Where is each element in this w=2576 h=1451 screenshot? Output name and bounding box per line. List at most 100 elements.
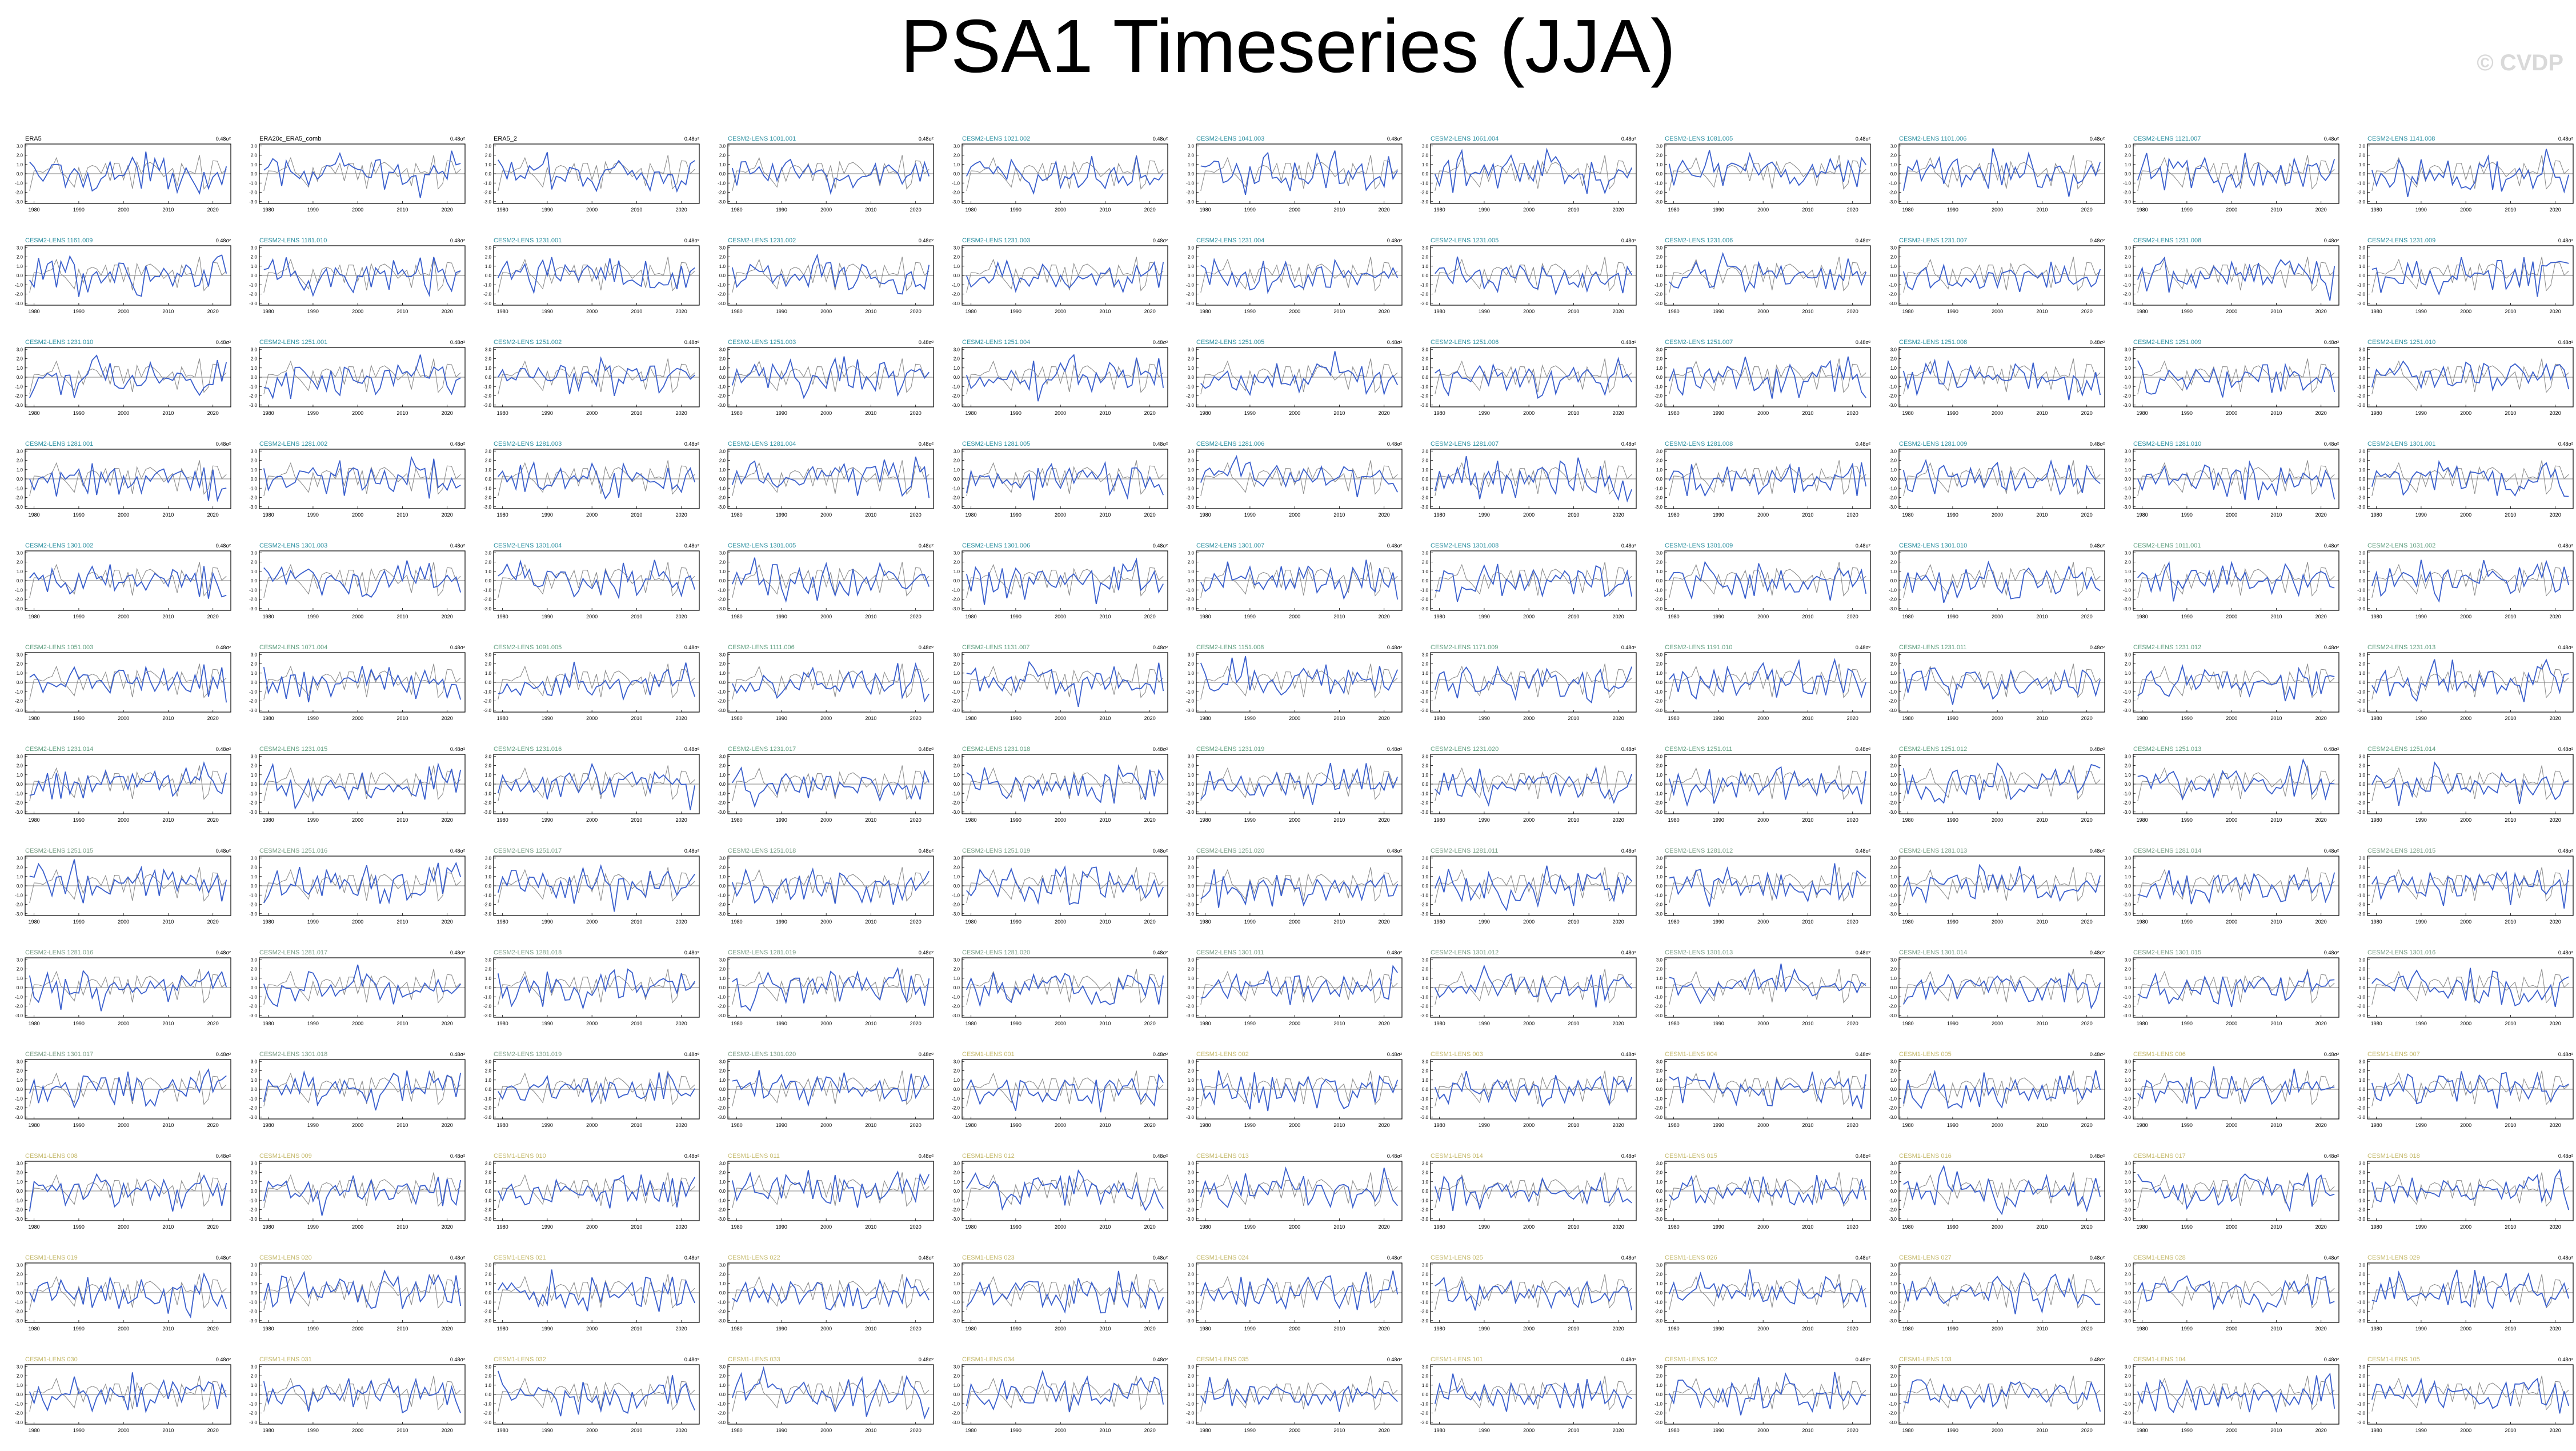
x-tick-label: 2020 (1847, 1021, 1858, 1026)
y-tick-label: -1.0 (249, 1198, 257, 1203)
units-label: 0.48σ² (450, 645, 465, 650)
x-tick-label: 2000 (2460, 1428, 2471, 1433)
x-tick-label: 2020 (2550, 207, 2561, 213)
panel: CESM2-LENS 1231.013 0.48σ²3.02.01.00.0-1.… (2357, 644, 2574, 721)
y-tick-label: 3.0 (719, 957, 726, 962)
x-tick-label: 1990 (2415, 919, 2427, 925)
y-tick-label: -1.0 (2123, 791, 2131, 796)
x-tick-label: 1980 (29, 512, 40, 518)
panel: CESM2-LENS 1281.004 0.48σ²3.02.01.00.0-1.… (718, 441, 934, 518)
y-tick-label: 0.0 (1422, 680, 1429, 685)
reference-series-line (732, 1376, 930, 1412)
y-tick-label: 0.0 (1890, 477, 1897, 482)
x-tick-label: 1990 (307, 715, 319, 721)
y-tick-label: 0.0 (2125, 578, 2132, 583)
x-tick-label: 2010 (865, 715, 876, 721)
x-tick-label: 2010 (396, 919, 408, 925)
x-tick-label: 2000 (1289, 1326, 1300, 1332)
y-tick-label: -2.0 (1654, 1004, 1662, 1009)
y-tick-label: -3.0 (2123, 1115, 2131, 1120)
y-tick-label: -1.0 (2357, 791, 2365, 796)
panel-label: CESM2-LENS 1301.002 (25, 542, 93, 549)
units-label: 0.48σ² (450, 1052, 465, 1057)
y-tick-label: 2.0 (2359, 1374, 2366, 1379)
y-tick-label: 2.0 (1188, 1069, 1195, 1074)
y-tick-label: 2.0 (251, 764, 258, 769)
member-series-line (2371, 459, 2569, 497)
y-tick-label: 2.0 (1422, 764, 1429, 769)
y-tick-label: 3.0 (2359, 143, 2366, 149)
y-tick-label: 3.0 (954, 1364, 960, 1369)
panel: CESM2-LENS 1231.002 0.48σ²3.02.01.00.0-1.… (718, 237, 934, 314)
x-tick-label: 2000 (118, 512, 129, 518)
panel-label: CESM1-LENS 024 (1196, 1254, 1249, 1261)
y-tick-label: 2.0 (719, 1069, 726, 1074)
panel-label: CESM2-LENS 1231.019 (1196, 746, 1264, 753)
y-tick-label: 3.0 (2359, 550, 2366, 555)
member-series-line (1668, 462, 1867, 497)
y-tick-label: 3.0 (485, 347, 492, 352)
x-tick-label: 2010 (2505, 919, 2516, 925)
member-series-line (497, 1370, 696, 1417)
units-label: 0.48σ² (450, 848, 465, 854)
panel-label: CESM2-LENS 1301.007 (1196, 542, 1264, 549)
y-tick-label: -2.0 (483, 1004, 491, 1009)
y-tick-label: 3.0 (1890, 245, 1897, 250)
x-tick-label: 1980 (1200, 1428, 1211, 1433)
x-tick-label: 1990 (73, 1326, 85, 1332)
units-label: 0.48σ² (2324, 441, 2339, 447)
x-tick-label: 1980 (497, 1326, 508, 1332)
units-label: 0.48σ² (2558, 339, 2573, 345)
x-tick-label: 2000 (2460, 512, 2471, 518)
y-tick-label: 3.0 (2359, 347, 2366, 352)
y-tick-label: -3.0 (483, 912, 491, 917)
x-tick-label: 2020 (2315, 410, 2327, 416)
x-tick-label: 1980 (497, 1428, 508, 1433)
units-label: 0.48σ² (919, 238, 934, 243)
y-tick-label: -2.0 (1889, 801, 1897, 806)
x-tick-label: 2010 (2505, 614, 2516, 619)
x-tick-label: 2000 (118, 1021, 129, 1026)
x-tick-label: 1990 (542, 512, 553, 518)
x-tick-label: 1980 (1668, 919, 1680, 925)
y-tick-label: 1.0 (1656, 467, 1663, 473)
x-tick-label: 1980 (1200, 614, 1211, 619)
y-tick-label: 2.0 (1656, 153, 1663, 158)
units-label: 0.48σ² (684, 1153, 699, 1159)
x-tick-label: 2010 (865, 309, 876, 314)
x-tick-label: 2010 (1333, 1122, 1345, 1128)
member-series-line (29, 1272, 227, 1319)
y-tick-label: -2.0 (2123, 1411, 2131, 1416)
x-tick-label: 1990 (2181, 919, 2193, 925)
x-tick-label: 2010 (1802, 512, 1813, 518)
y-tick-label: -2.0 (1186, 1309, 1194, 1314)
x-tick-label: 1980 (2137, 512, 2148, 518)
y-tick-label: 3.0 (1422, 754, 1429, 759)
x-tick-label: 2020 (207, 1428, 219, 1433)
member-series-line (2137, 460, 2335, 501)
reference-series-line (1669, 969, 1866, 1005)
member-series-line (2371, 1377, 2570, 1414)
y-tick-label: -3.0 (483, 1318, 491, 1324)
x-tick-label: 1990 (1244, 919, 1256, 925)
member-series-line (263, 1070, 462, 1111)
x-tick-label: 1990 (307, 207, 319, 213)
x-tick-label: 2000 (352, 1122, 363, 1128)
y-tick-label: -1.0 (1186, 282, 1194, 287)
x-tick-label: 1980 (2137, 1326, 2148, 1332)
y-tick-label: 3.0 (1422, 1161, 1429, 1166)
x-tick-label: 1980 (497, 207, 508, 213)
y-tick-label: 2.0 (251, 865, 258, 870)
y-tick-label: -2.0 (249, 1309, 257, 1314)
y-tick-label: 3.0 (1890, 754, 1897, 759)
panel-label: CESM2-LENS 1101.006 (1899, 135, 1966, 142)
y-tick-label: -3.0 (15, 606, 23, 611)
y-tick-label: -1.0 (2123, 486, 2131, 491)
y-tick-label: 3.0 (719, 245, 726, 250)
x-tick-label: 2020 (1144, 410, 1156, 416)
x-tick-label: 2020 (442, 1428, 453, 1433)
units-label: 0.48σ² (684, 136, 699, 142)
x-tick-label: 2010 (631, 1021, 642, 1026)
member-series-line (2137, 1066, 2335, 1110)
y-tick-label: 3.0 (1422, 652, 1429, 657)
